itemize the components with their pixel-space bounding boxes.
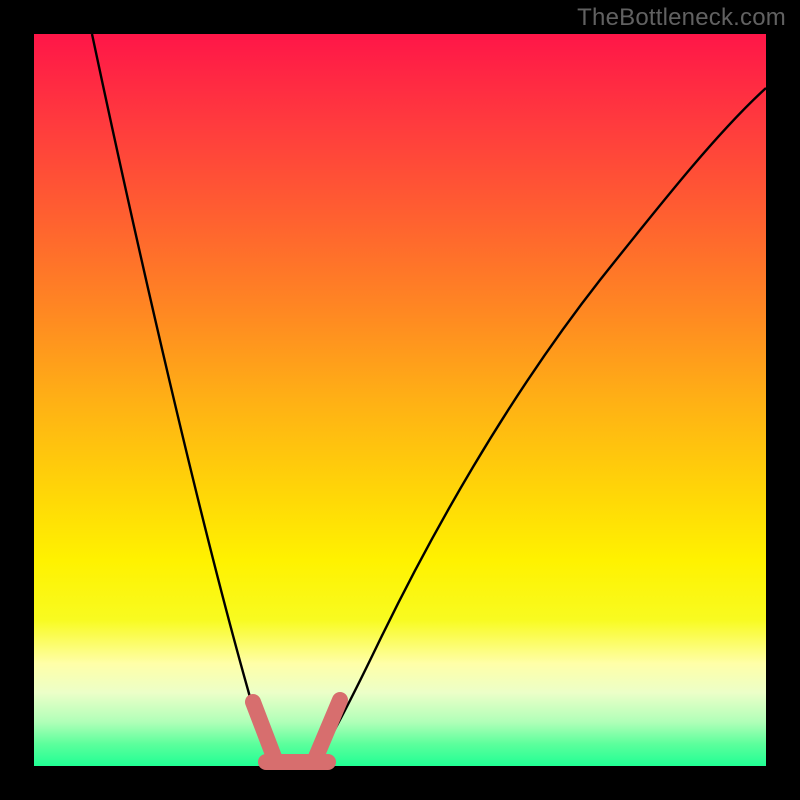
chart-container: TheBottleneck.com bbox=[0, 0, 800, 800]
plot-background-gradient bbox=[34, 34, 766, 766]
watermark-text: TheBottleneck.com bbox=[577, 4, 786, 32]
bottleneck-curve-chart bbox=[0, 0, 800, 800]
